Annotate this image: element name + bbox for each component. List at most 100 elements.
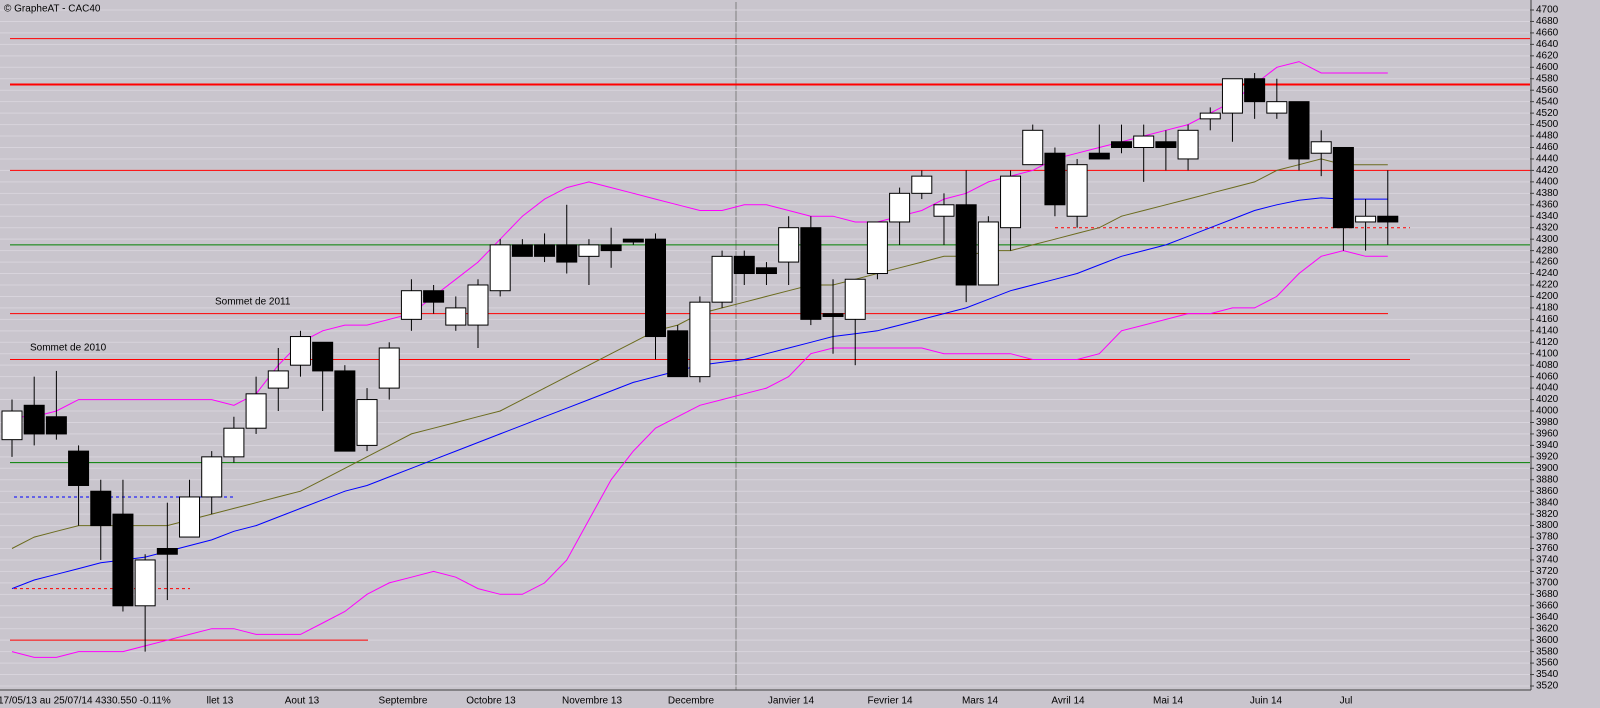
y-tick-label: 4500 bbox=[1536, 119, 1559, 130]
candle-body bbox=[933, 204, 955, 217]
y-tick-label: 4640 bbox=[1536, 39, 1559, 50]
y-tick-label: 3520 bbox=[1536, 681, 1559, 692]
x-tick-label: llet 13 bbox=[207, 696, 234, 707]
y-tick-label: 4460 bbox=[1536, 142, 1559, 153]
y-tick-label: 3600 bbox=[1536, 635, 1559, 646]
candle-body bbox=[955, 204, 977, 286]
y-tick-label: 4680 bbox=[1536, 16, 1559, 27]
candle-body bbox=[134, 559, 156, 607]
y-tick-label: 4540 bbox=[1536, 96, 1559, 107]
y-tick-label: 4140 bbox=[1536, 325, 1559, 336]
candle-body bbox=[1088, 152, 1110, 160]
x-tick-label: Avril 14 bbox=[1051, 696, 1085, 707]
y-tick-label: 3720 bbox=[1536, 566, 1559, 577]
x-tick-label: Jul bbox=[1340, 696, 1353, 707]
candle-body bbox=[400, 290, 422, 320]
y-tick-label: 4520 bbox=[1536, 108, 1559, 119]
candle-body bbox=[1266, 101, 1288, 114]
y-tick-label: 4220 bbox=[1536, 280, 1559, 291]
candle-body bbox=[733, 255, 755, 275]
indicator-line bbox=[11, 250, 1388, 658]
y-tick-label: 3560 bbox=[1536, 658, 1559, 669]
y-tick-label: 4600 bbox=[1536, 62, 1559, 73]
y-tick-label: 3760 bbox=[1536, 543, 1559, 554]
candle-body bbox=[289, 336, 311, 366]
candle-body bbox=[489, 244, 511, 292]
candle-body bbox=[223, 427, 245, 458]
annotation: Sommet de 2011 bbox=[215, 297, 291, 308]
y-tick-label: 4040 bbox=[1536, 383, 1559, 394]
y-tick-label: 3780 bbox=[1536, 532, 1559, 543]
candle-body bbox=[645, 238, 667, 338]
y-tick-label: 4080 bbox=[1536, 360, 1559, 371]
y-tick-label: 3940 bbox=[1536, 440, 1559, 451]
candle-body bbox=[1066, 164, 1088, 217]
candle-body bbox=[1310, 141, 1332, 154]
y-tick-label: 4200 bbox=[1536, 291, 1559, 302]
candle-body bbox=[911, 175, 933, 194]
candle-body bbox=[778, 227, 800, 263]
y-tick-label: 4560 bbox=[1536, 85, 1559, 96]
candle-body bbox=[245, 393, 267, 429]
x-tick-label: Septembre bbox=[379, 696, 428, 707]
candle-body bbox=[622, 238, 644, 243]
candle-body bbox=[356, 399, 378, 446]
y-tick-label: 4180 bbox=[1536, 303, 1559, 314]
y-tick-label: 4620 bbox=[1536, 50, 1559, 61]
candle-body bbox=[800, 227, 822, 320]
candle-body bbox=[423, 290, 445, 303]
candle-body bbox=[112, 513, 134, 607]
x-tick-label: Fevrier 14 bbox=[867, 696, 912, 707]
candle-body bbox=[1155, 141, 1177, 148]
y-tick-label: 3820 bbox=[1536, 509, 1559, 520]
y-tick-label: 3680 bbox=[1536, 589, 1559, 600]
y-tick-label: 4280 bbox=[1536, 245, 1559, 256]
candle-body bbox=[889, 192, 911, 223]
candle-body bbox=[378, 347, 400, 389]
y-tick-label: 4360 bbox=[1536, 199, 1559, 210]
y-tick-label: 4320 bbox=[1536, 222, 1559, 233]
y-tick-label: 4020 bbox=[1536, 394, 1559, 405]
candle-body bbox=[201, 456, 223, 498]
y-tick-label: 4240 bbox=[1536, 268, 1559, 279]
candle-body bbox=[667, 330, 689, 378]
candle-body bbox=[445, 307, 467, 326]
y-tick-label: 3660 bbox=[1536, 600, 1559, 611]
candle-body bbox=[977, 221, 999, 286]
candle-body bbox=[334, 370, 356, 452]
y-tick-label: 3960 bbox=[1536, 429, 1559, 440]
candle-body bbox=[156, 548, 178, 555]
y-tick-label: 4580 bbox=[1536, 73, 1559, 84]
x-tick-label: Janvier 14 bbox=[768, 696, 815, 707]
y-tick-label: 4100 bbox=[1536, 348, 1559, 359]
y-tick-label: 4120 bbox=[1536, 337, 1559, 348]
candle-body bbox=[1177, 129, 1199, 160]
candle-body bbox=[1288, 101, 1310, 160]
y-tick-label: 4420 bbox=[1536, 165, 1559, 176]
y-tick-label: 3980 bbox=[1536, 417, 1559, 428]
y-tick-label: 3540 bbox=[1536, 669, 1559, 680]
candle-body bbox=[1, 410, 23, 441]
chart-title: © GrapheAT - CAC40 bbox=[4, 4, 101, 15]
y-tick-label: 3920 bbox=[1536, 451, 1559, 462]
candle-body bbox=[511, 244, 533, 257]
candle-body bbox=[1221, 78, 1243, 114]
y-tick-label: 4160 bbox=[1536, 314, 1559, 325]
footer-info: 17/05/13 au 25/07/14 4330.550 -0.11% bbox=[0, 696, 171, 707]
y-tick-label: 4440 bbox=[1536, 154, 1559, 165]
y-tick-label: 3640 bbox=[1536, 612, 1559, 623]
indicator-line bbox=[12, 61, 1388, 418]
y-tick-label: 4380 bbox=[1536, 188, 1559, 199]
candle-body bbox=[23, 404, 45, 435]
candle-body bbox=[467, 284, 489, 326]
x-tick-label: Octobre 13 bbox=[466, 696, 516, 707]
y-tick-label: 3800 bbox=[1536, 520, 1559, 531]
y-tick-label: 4700 bbox=[1536, 5, 1559, 16]
candle-body bbox=[1111, 141, 1132, 148]
candle-body bbox=[578, 244, 600, 257]
candle-body bbox=[1133, 135, 1155, 148]
y-tick-label: 4300 bbox=[1536, 234, 1559, 245]
candle-body bbox=[844, 278, 866, 320]
candle-body bbox=[1244, 78, 1266, 103]
